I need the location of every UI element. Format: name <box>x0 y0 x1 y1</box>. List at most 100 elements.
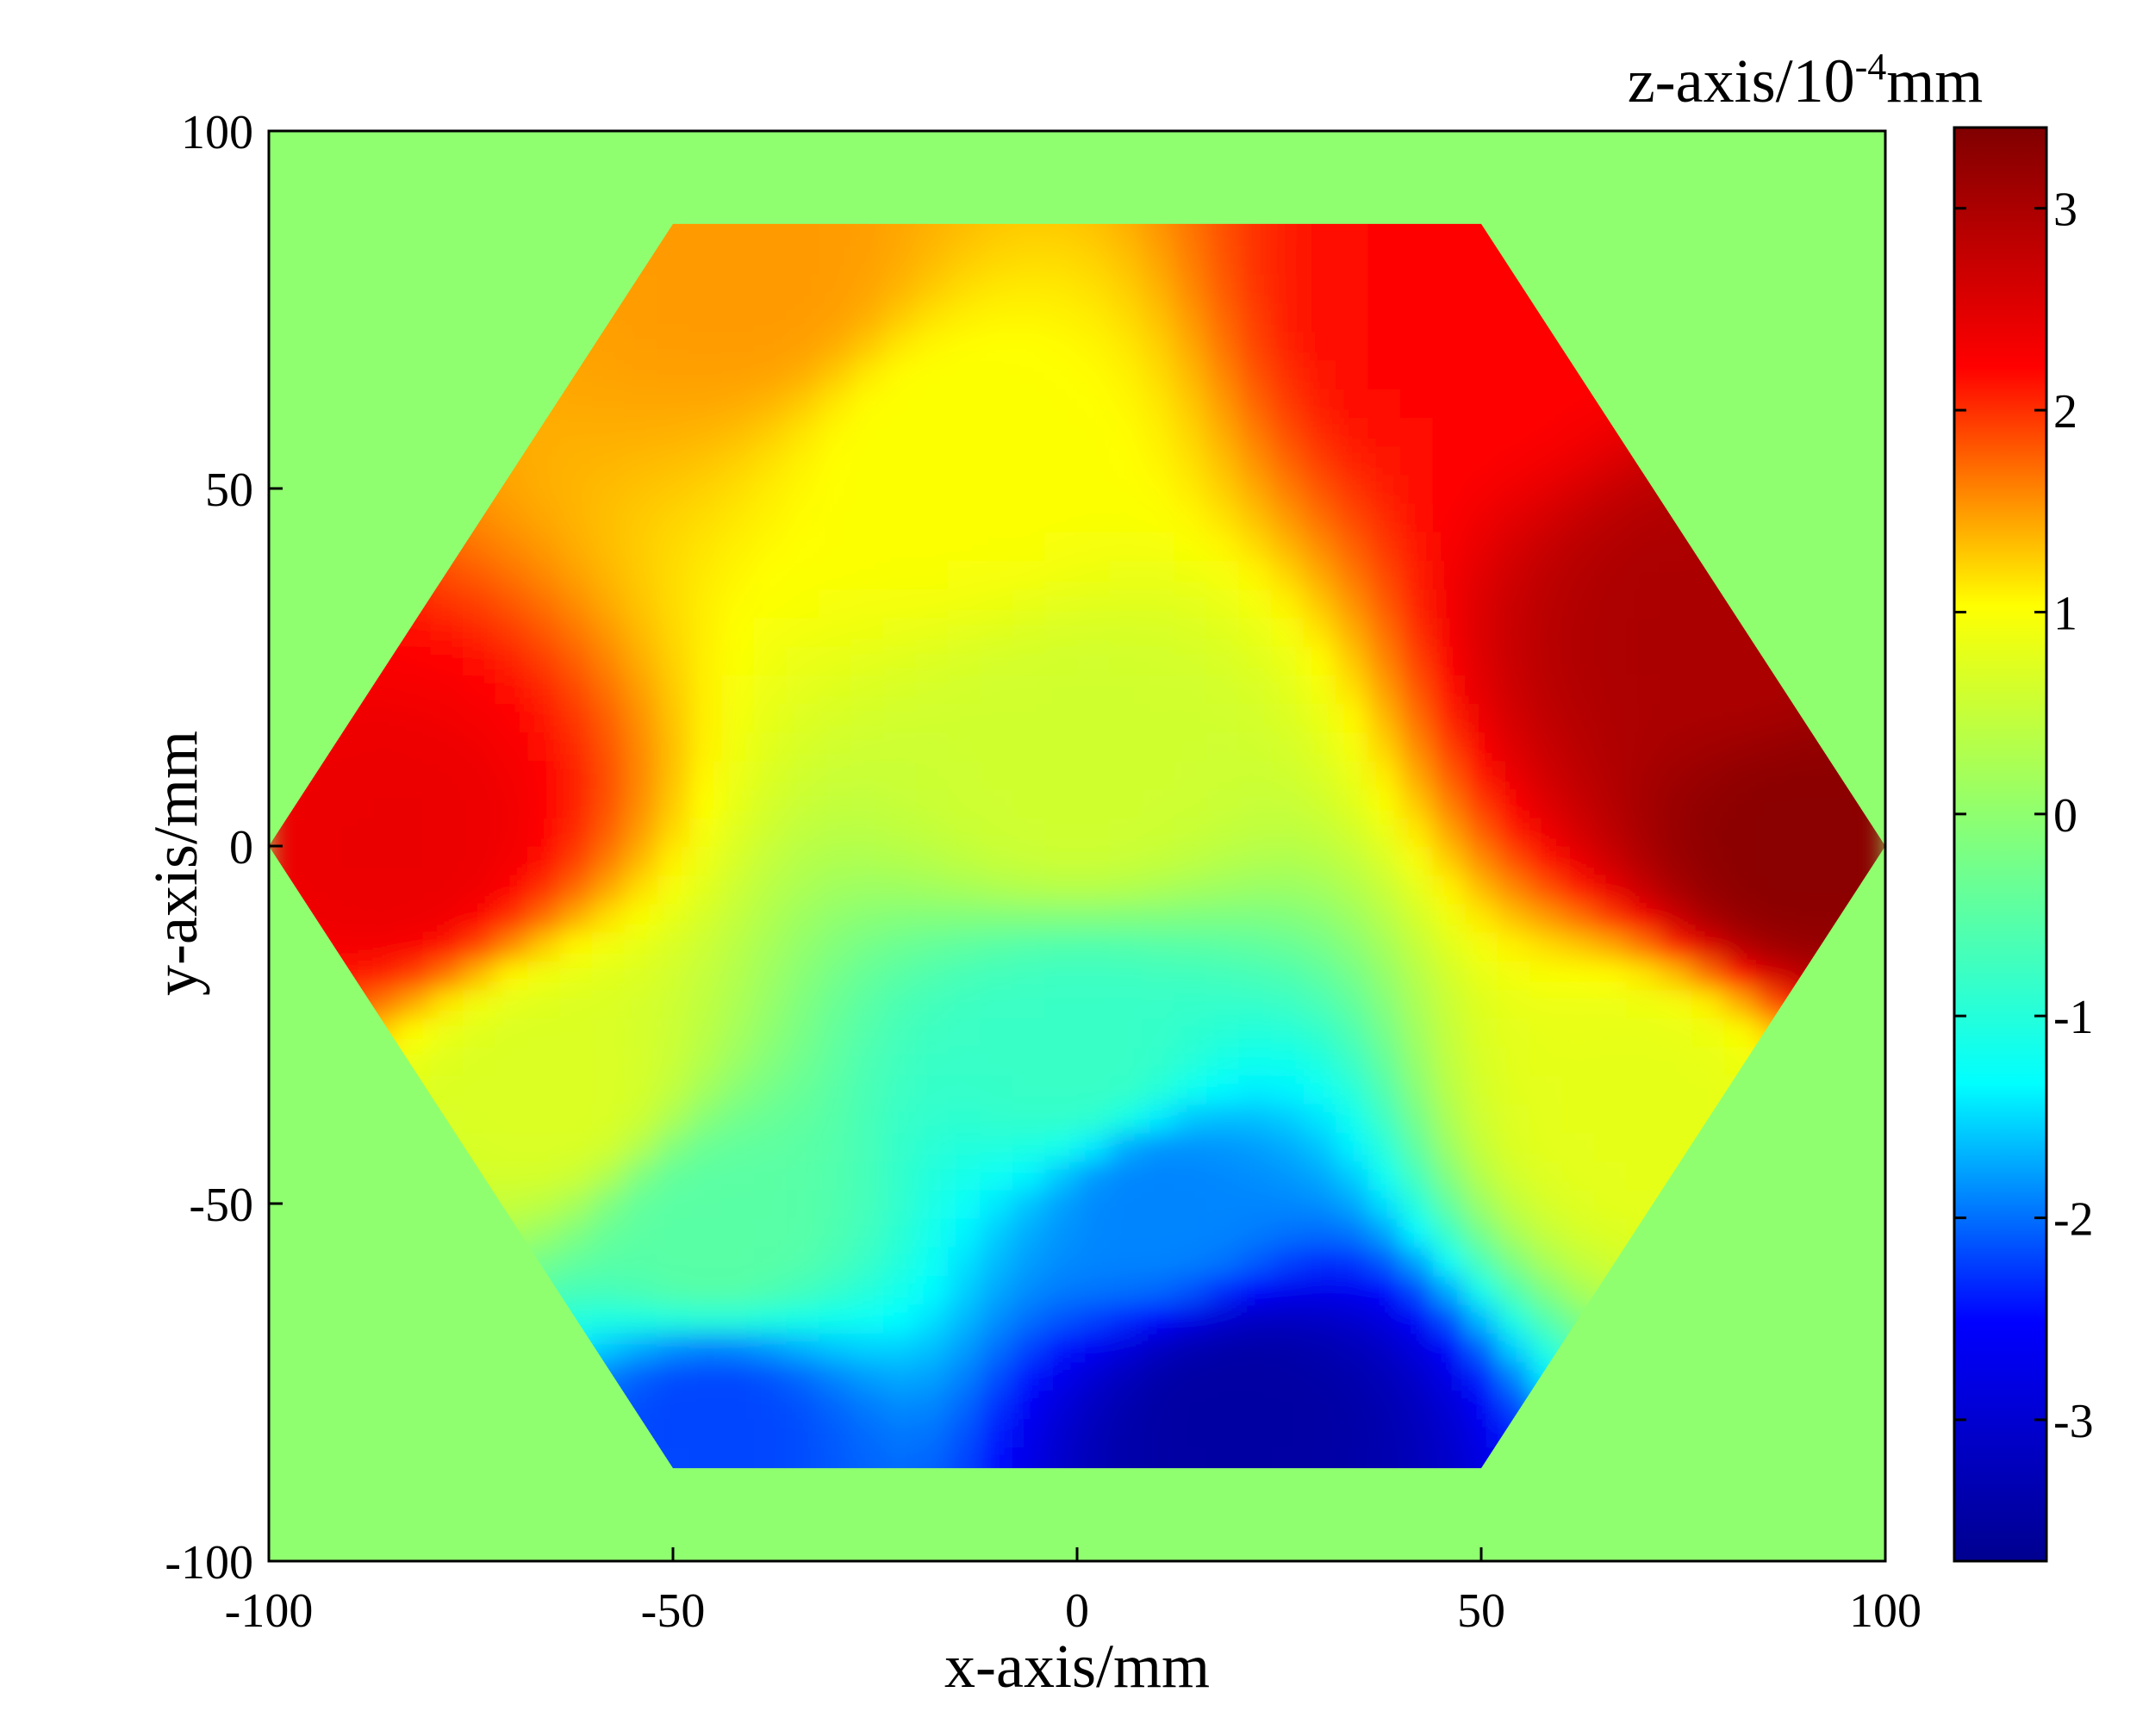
heat-cell <box>624 1275 658 1305</box>
heat-cell <box>1044 474 1078 504</box>
heat-cell <box>1432 1332 1467 1362</box>
heat-cell <box>1174 223 1208 246</box>
heat-cell <box>559 1217 594 1248</box>
heat-cell <box>882 1418 917 1448</box>
heat-cell <box>980 989 1013 1019</box>
heat-cell <box>1012 1246 1046 1276</box>
heat-cell <box>688 560 723 590</box>
heat-cell <box>980 817 1013 847</box>
heat-cell <box>818 274 852 304</box>
heat-cell <box>947 731 981 762</box>
heat-cell <box>1497 1275 1531 1305</box>
heat-cell <box>1336 531 1369 561</box>
heat-cell <box>1109 417 1143 447</box>
heat-cell <box>980 274 1013 304</box>
heat-cell <box>1044 703 1078 733</box>
heat-cell <box>947 1447 981 1469</box>
heat-cell <box>753 788 788 818</box>
heat-cell <box>1271 223 1305 246</box>
heat-cell <box>688 703 723 733</box>
heat-cell <box>365 931 400 961</box>
heat-cell <box>1271 874 1305 905</box>
heat-cell <box>592 960 626 990</box>
heat-cell <box>1594 588 1628 619</box>
heat-cell <box>1723 989 1757 1019</box>
heat-cell <box>786 1332 819 1362</box>
heat-cell <box>1206 874 1240 905</box>
heat-cell <box>688 588 723 619</box>
heat-cell <box>1271 302 1305 333</box>
heat-cell <box>1142 1132 1175 1162</box>
heat-cell <box>398 989 432 1019</box>
heat-cell <box>850 474 884 504</box>
heat-cell <box>624 760 658 790</box>
heat-cell <box>980 903 1013 933</box>
heat-cell <box>1626 1017 1660 1048</box>
heat-cell <box>1367 788 1402 818</box>
heat-cell <box>624 331 658 361</box>
heat-cell <box>1336 223 1369 246</box>
heat-cell <box>1529 846 1563 876</box>
heat-cell <box>1529 502 1563 532</box>
heat-cell <box>947 1132 981 1162</box>
heat-cell <box>818 931 852 961</box>
heat-cell <box>1142 1246 1175 1276</box>
heat-cell <box>1594 1103 1628 1133</box>
heat-cell <box>688 1304 723 1334</box>
heat-cell <box>1497 1304 1531 1334</box>
heat-cell <box>980 531 1013 561</box>
heat-cell <box>1238 1418 1273 1448</box>
heat-cell <box>688 1017 723 1048</box>
heat-cell <box>1238 359 1273 389</box>
heat-cell <box>818 1275 852 1305</box>
heat-cell <box>1432 274 1467 304</box>
heat-cell <box>753 1304 788 1334</box>
heat-cell <box>1142 846 1175 876</box>
heat-cell <box>786 1017 819 1048</box>
heat-cell <box>1659 1046 1692 1076</box>
heat-cell <box>1238 274 1273 304</box>
heat-cell <box>592 617 626 647</box>
heat-cell <box>915 223 949 246</box>
heat-cell <box>1723 674 1757 704</box>
heat-cell <box>721 1389 755 1419</box>
heat-cell <box>818 760 852 790</box>
heat-cell <box>1561 846 1596 876</box>
heat-cell <box>1820 788 1854 818</box>
heat-cell <box>1367 1017 1402 1048</box>
heat-cell <box>1432 788 1467 818</box>
heat-cell <box>1497 1103 1531 1133</box>
heat-cell <box>1659 560 1692 590</box>
heat-cell <box>365 760 400 790</box>
heat-cell <box>786 960 819 990</box>
heat-cell <box>1432 1189 1467 1219</box>
heat-cell <box>1174 846 1208 876</box>
heat-cell <box>818 1217 852 1248</box>
heat-cell <box>688 1160 723 1191</box>
heat-cell <box>721 474 755 504</box>
heat-cell <box>753 1160 788 1191</box>
heat-cell <box>850 674 884 704</box>
heat-cell <box>559 388 594 418</box>
heat-cell <box>1497 903 1531 933</box>
heat-cell <box>559 846 594 876</box>
heat-cell <box>1012 1017 1046 1048</box>
heat-cell <box>1594 1046 1628 1076</box>
heat-cell <box>721 1246 755 1276</box>
heat-cell <box>1561 703 1596 733</box>
heat-cell <box>882 588 917 619</box>
heat-cell <box>1206 760 1240 790</box>
heat-cell <box>1077 788 1111 818</box>
heat-cell <box>527 560 561 590</box>
heat-cell <box>1271 788 1305 818</box>
heat-cell <box>1174 674 1208 704</box>
heat-cell <box>398 674 432 704</box>
heat-cell <box>915 931 949 961</box>
heat-cell <box>559 1103 594 1133</box>
heat-cell <box>1336 560 1369 590</box>
heat-cell <box>947 1275 981 1305</box>
heat-cell <box>1691 989 1725 1019</box>
heat-cell <box>1594 1074 1628 1104</box>
heat-cell <box>1238 531 1273 561</box>
heat-cell <box>1400 1418 1434 1448</box>
